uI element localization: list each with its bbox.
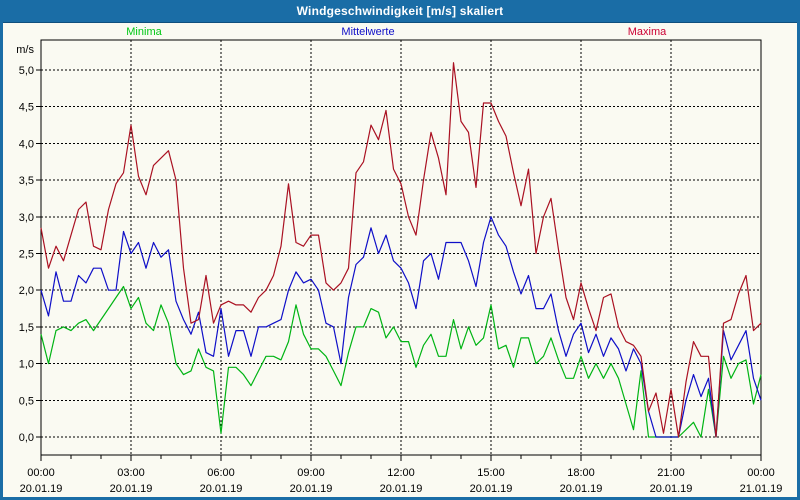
svg-text:3,0: 3,0 xyxy=(19,212,34,224)
svg-text:4,5: 4,5 xyxy=(19,102,34,114)
svg-text:5,0: 5,0 xyxy=(19,65,34,77)
window-title: Windgeschwindigkeit [m/s] skaliert xyxy=(296,4,504,18)
svg-text:20.01.19: 20.01.19 xyxy=(20,483,63,495)
svg-text:20.01.19: 20.01.19 xyxy=(650,483,693,495)
svg-text:21:00: 21:00 xyxy=(657,467,685,479)
plot-border xyxy=(40,39,762,456)
series-line-maxima xyxy=(40,62,762,438)
svg-text:20.01.19: 20.01.19 xyxy=(200,483,243,495)
svg-text:15:00: 15:00 xyxy=(477,467,505,479)
svg-text:20.01.19: 20.01.19 xyxy=(470,483,513,495)
svg-text:03:00: 03:00 xyxy=(117,467,145,479)
legend-label-mittelwerte: Mittelwerte xyxy=(341,26,395,38)
y-axis-unit-label: m/s xyxy=(16,44,34,56)
svg-text:2,0: 2,0 xyxy=(19,285,34,297)
svg-text:06:00: 06:00 xyxy=(207,467,235,479)
title-bar: Windgeschwindigkeit [m/s] skaliert xyxy=(0,0,800,23)
legend-label-maxima: Maxima xyxy=(627,26,667,38)
svg-text:18:00: 18:00 xyxy=(567,467,595,479)
svg-text:20.01.19: 20.01.19 xyxy=(290,483,333,495)
series-line-minima xyxy=(40,285,762,438)
svg-text:12:00: 12:00 xyxy=(387,467,415,479)
x-ticks xyxy=(40,455,762,461)
svg-text:00:00: 00:00 xyxy=(747,467,775,479)
svg-text:20.01.19: 20.01.19 xyxy=(560,483,603,495)
svg-text:00:00: 00:00 xyxy=(27,467,55,479)
svg-text:20.01.19: 20.01.19 xyxy=(110,483,153,495)
legend-label-minima: Minima xyxy=(126,26,162,38)
svg-text:0,0: 0,0 xyxy=(19,432,34,444)
svg-text:21.01.19: 21.01.19 xyxy=(740,483,783,495)
svg-text:1,5: 1,5 xyxy=(19,322,34,334)
svg-text:09:00: 09:00 xyxy=(297,467,325,479)
svg-text:0,5: 0,5 xyxy=(19,395,34,407)
x-axis-labels: 00:00 20.01.19 03:00 20.01.19 06:00 20.01.19 0… xyxy=(20,467,783,495)
svg-text:2,5: 2,5 xyxy=(19,249,34,261)
svg-text:20.01.19: 20.01.19 xyxy=(380,483,423,495)
svg-text:1,0: 1,0 xyxy=(19,359,34,371)
series-line-mittelwerte xyxy=(40,216,762,438)
x-gridlines xyxy=(130,40,672,455)
svg-text:3,5: 3,5 xyxy=(19,175,34,187)
svg-text:4,0: 4,0 xyxy=(19,138,34,150)
y-gridlines-and-ticks: 0,0 0,5 1,0 1,5 2,0 2,5 3,0 3,5 4,0 4,5 5,0 xyxy=(19,65,761,444)
